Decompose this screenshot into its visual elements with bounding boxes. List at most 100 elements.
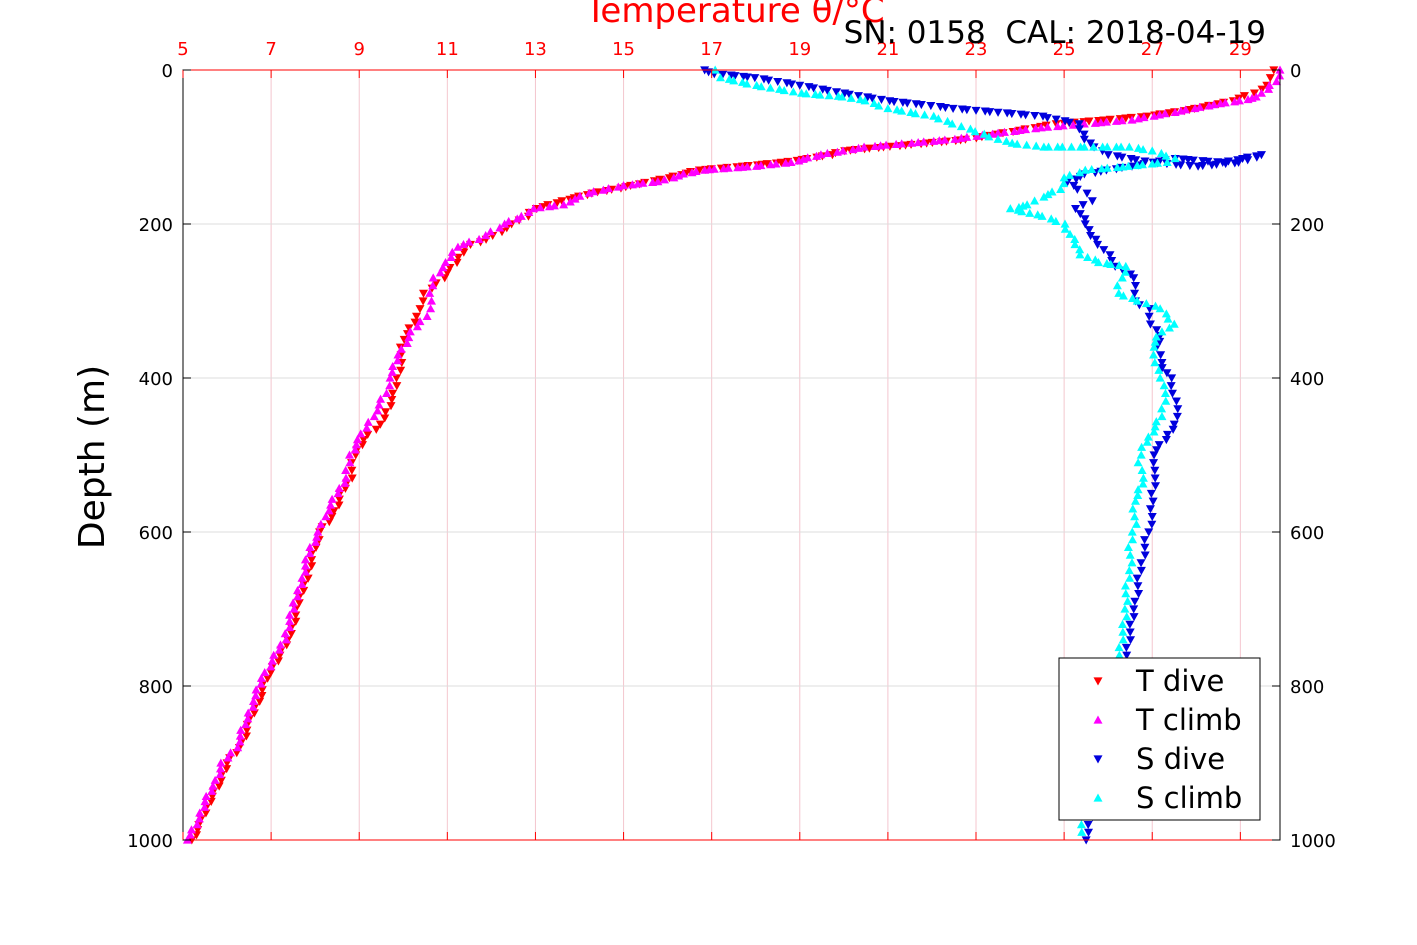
data-point (386, 402, 396, 411)
data-point (201, 791, 211, 800)
data-point (1030, 111, 1040, 121)
data-point (1122, 651, 1132, 660)
data-point (1132, 574, 1142, 583)
x-tick-label: 15 (612, 39, 635, 60)
data-point (812, 151, 822, 160)
data-point (1077, 827, 1087, 836)
data-point (192, 820, 202, 829)
data-point (1154, 365, 1164, 374)
data-point (1265, 74, 1275, 83)
data-point (962, 106, 972, 115)
x-tick-label: 13 (524, 39, 547, 60)
data-point (1101, 117, 1111, 126)
legend: T dive T climb S dive S climb (1058, 657, 1261, 821)
data-point (1128, 504, 1138, 513)
data-point (1114, 288, 1124, 297)
data-point (333, 489, 343, 498)
data-point (1102, 142, 1112, 151)
legend-marker (1093, 715, 1103, 724)
data-point (1001, 136, 1011, 145)
data-point (648, 177, 658, 187)
data-point (1117, 153, 1127, 162)
data-point (1118, 162, 1128, 171)
data-point (374, 400, 384, 409)
data-point (1078, 201, 1088, 210)
data-point (584, 188, 594, 197)
data-point (1230, 97, 1240, 106)
data-point (291, 611, 301, 620)
data-point (771, 159, 781, 168)
data-point (1037, 211, 1047, 220)
data-point (418, 297, 428, 306)
data-point (1007, 110, 1017, 119)
x-tick-label: 21 (876, 39, 899, 60)
data-point (1105, 115, 1115, 124)
data-point (920, 110, 930, 119)
data-point (1149, 111, 1159, 120)
data-point (1157, 412, 1167, 421)
data-point (846, 93, 856, 102)
data-point (1088, 142, 1098, 151)
data-point (435, 268, 445, 277)
data-point (385, 373, 395, 382)
y-tick-label-left: 400 (139, 369, 173, 390)
data-point (1051, 216, 1061, 226)
data-point (926, 102, 936, 111)
data-point (1146, 489, 1156, 498)
data-point (1171, 397, 1181, 406)
data-point (801, 89, 811, 98)
data-point (1161, 309, 1171, 318)
y-tick-label-right: 200 (1290, 215, 1324, 236)
data-point (1093, 240, 1103, 250)
data-point (1044, 142, 1054, 151)
data-point (1133, 485, 1143, 494)
data-point (393, 350, 403, 359)
data-point (1166, 382, 1176, 391)
data-point (1127, 527, 1137, 536)
data-point (1099, 246, 1109, 255)
data-point (565, 197, 575, 206)
data-point (787, 80, 797, 89)
data-point (1031, 124, 1041, 133)
data-point (1130, 289, 1140, 298)
y-tick-label-right: 0 (1290, 61, 1301, 82)
data-point (934, 136, 944, 145)
data-point (694, 166, 704, 175)
data-point (1164, 323, 1174, 332)
data-point (962, 132, 972, 141)
data-point (1102, 163, 1112, 172)
data-point (1090, 118, 1100, 127)
data-point (334, 483, 344, 492)
data-point (415, 305, 425, 314)
data-point (718, 70, 728, 79)
data-point (1185, 162, 1195, 171)
data-point (1053, 121, 1063, 131)
data-point (214, 782, 224, 791)
data-point (1140, 536, 1150, 545)
data-point (356, 429, 366, 438)
data-point (215, 764, 225, 773)
data-point (267, 656, 277, 665)
data-point (387, 395, 397, 405)
data-point (1079, 130, 1089, 139)
data-point (1083, 252, 1093, 261)
data-point (1059, 179, 1069, 188)
data-point (428, 281, 438, 290)
data-point (411, 312, 421, 321)
legend-entry-label: S climb (1136, 781, 1242, 815)
legend-marker (1093, 755, 1103, 764)
x-tick-label: 27 (1141, 39, 1164, 60)
data-point (1162, 430, 1172, 439)
x-tick-label: 23 (965, 39, 988, 60)
data-point (1071, 175, 1081, 184)
data-point (750, 74, 760, 83)
data-point (1058, 121, 1068, 130)
data-point (242, 726, 252, 735)
data-point (1114, 260, 1124, 269)
data-point (837, 92, 847, 101)
data-point (385, 381, 395, 390)
data-point (1015, 125, 1025, 135)
data-point (376, 394, 386, 403)
data-point (1150, 466, 1160, 475)
data-point (1147, 513, 1157, 522)
